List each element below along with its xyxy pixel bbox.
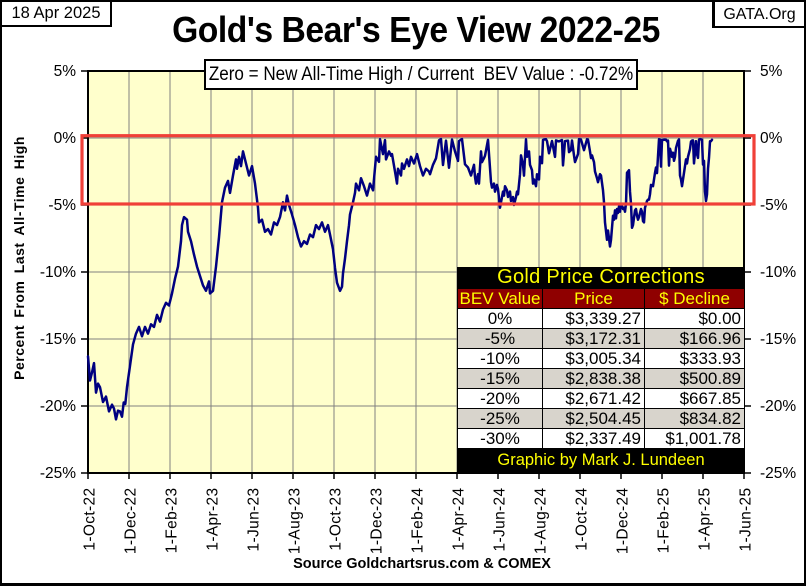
svg-text:-15%: -15% [760,331,796,348]
svg-text:-15%: -15% [40,331,76,348]
svg-text:Percent From Last All-Time Hig: Percent From Last All-Time High [11,136,27,380]
svg-text:-10%: -10% [760,264,796,281]
svg-text:1-Aug-23: 1-Aug-23 [287,488,304,555]
svg-text:1-Oct-24: 1-Oct-24 [574,487,591,550]
svg-text:-25%: -25% [40,465,76,482]
svg-text:-5%: -5% [48,197,76,214]
svg-text:0%: 0% [760,130,783,147]
svg-text:1-Dec-24: 1-Dec-24 [615,487,632,554]
svg-text:1-Jun-24: 1-Jun-24 [492,487,509,551]
svg-text:1-Oct-22: 1-Oct-22 [82,488,99,551]
svg-text:-20%: -20% [760,398,796,415]
svg-text:1-Feb-24: 1-Feb-24 [410,487,427,553]
svg-text:-25%: -25% [760,465,796,482]
svg-text:1-Jun-23: 1-Jun-23 [246,488,263,552]
svg-text:1-Feb-25: 1-Feb-25 [656,488,673,554]
svg-text:5%: 5% [760,63,783,80]
svg-text:1-Aug-24: 1-Aug-24 [533,487,550,554]
svg-text:1-Apr-23: 1-Apr-23 [205,488,222,551]
svg-text:-5%: -5% [760,197,788,214]
svg-text:0%: 0% [54,130,77,147]
svg-text:1-Apr-24: 1-Apr-24 [451,487,468,550]
svg-text:5%: 5% [54,63,77,80]
svg-text:1-Oct-23: 1-Oct-23 [328,488,345,551]
svg-text:-20%: -20% [40,398,76,415]
svg-text:1-Dec-22: 1-Dec-22 [123,488,140,555]
svg-text:1-Feb-23: 1-Feb-23 [164,488,181,554]
svg-text:1-Apr-25: 1-Apr-25 [697,488,714,551]
svg-text:1-Jun-25: 1-Jun-25 [738,488,755,552]
svg-text:-10%: -10% [40,264,76,281]
svg-text:1-Dec-23: 1-Dec-23 [369,488,386,555]
